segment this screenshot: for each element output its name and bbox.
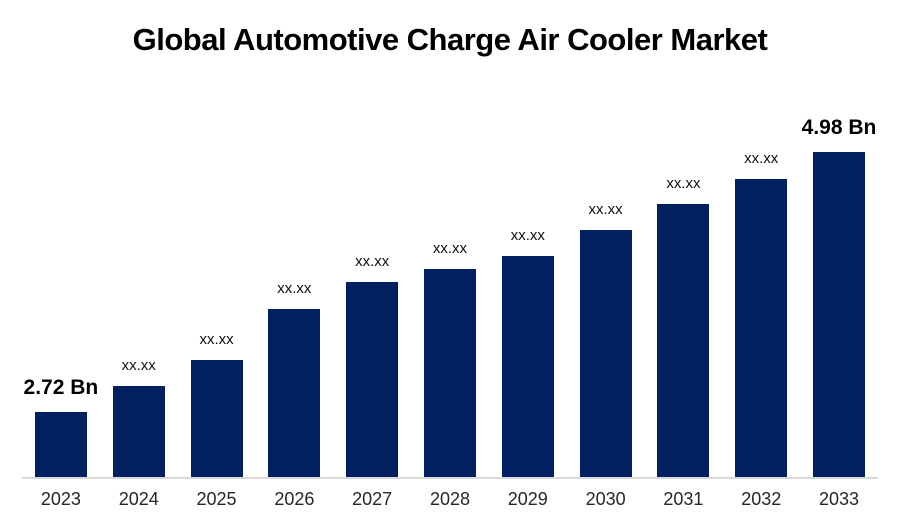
bar — [268, 309, 321, 477]
chart-column: xx.xx — [489, 115, 567, 477]
chart-column: xx.xx — [411, 115, 489, 477]
bar — [112, 386, 165, 477]
bar — [657, 204, 710, 477]
chart-column: xx.xx — [645, 115, 723, 477]
chart-column: 2.72 Bn — [22, 115, 100, 477]
chart-column: xx.xx — [100, 115, 178, 477]
chart-column: 4.98 Bn — [800, 115, 878, 477]
x-axis-tick-label: 2029 — [507, 489, 548, 509]
chart-column: xx.xx — [178, 115, 256, 477]
bar — [735, 179, 788, 477]
bar-value-label: 4.98 Bn — [801, 115, 877, 139]
bar-value-label: xx.xx — [277, 279, 312, 297]
bar-value-label: xx.xx — [121, 356, 156, 374]
bar — [813, 152, 866, 477]
x-axis-tick-label: 2023 — [40, 489, 81, 509]
x-axis-tick-label: 2032 — [741, 489, 782, 509]
bar — [423, 269, 476, 477]
bar-value-label: xx.xx — [666, 174, 701, 192]
bar — [579, 230, 632, 477]
bar — [34, 412, 87, 477]
x-axis-tick-label: 2026 — [274, 489, 315, 509]
chart-column: xx.xx — [722, 115, 800, 477]
bar — [346, 282, 399, 477]
chart-column: xx.xx — [567, 115, 645, 477]
x-axis-tick-label: 2030 — [585, 489, 626, 509]
bar-value-label: xx.xx — [432, 239, 468, 257]
bar — [190, 360, 243, 477]
chart-title: Global Automotive Charge Air Cooler Mark… — [132, 22, 768, 57]
bar-value-label: 2.72 Bn — [23, 375, 99, 399]
chart-columns: 2.72 Bn xx.xx xx.xx xx.xx xx.xx xx.xx xx.xx xx.… — [22, 115, 878, 477]
x-axis-tick-label: 2033 — [819, 489, 860, 509]
x-axis-tick-label: 2025 — [196, 489, 237, 509]
chart-column: xx.xx — [333, 115, 411, 477]
chart-column: xx.xx — [255, 115, 333, 477]
bar-chart: 2.72 Bn xx.xx xx.xx xx.xx xx.xx xx.xx xx.xx xx.… — [22, 115, 878, 510]
bar-value-label: xx.xx — [744, 149, 779, 167]
bar-value-label: xx.xx — [355, 252, 390, 270]
x-axis-ticks: 2023 2024 2025 2026 2027 2028 2029 2030 2031 2032… — [22, 479, 878, 510]
bar-value-label: xx.xx — [199, 330, 234, 348]
bar-value-label: xx.xx — [588, 200, 623, 218]
bar — [501, 256, 554, 477]
x-axis-tick-label: 2027 — [352, 489, 393, 509]
x-axis-line — [22, 477, 878, 479]
x-axis-tick-label: 2024 — [118, 489, 159, 509]
x-axis-tick-label: 2028 — [429, 489, 470, 509]
x-axis-tick-label: 2031 — [663, 489, 704, 509]
bar-value-label: xx.xx — [510, 226, 545, 244]
